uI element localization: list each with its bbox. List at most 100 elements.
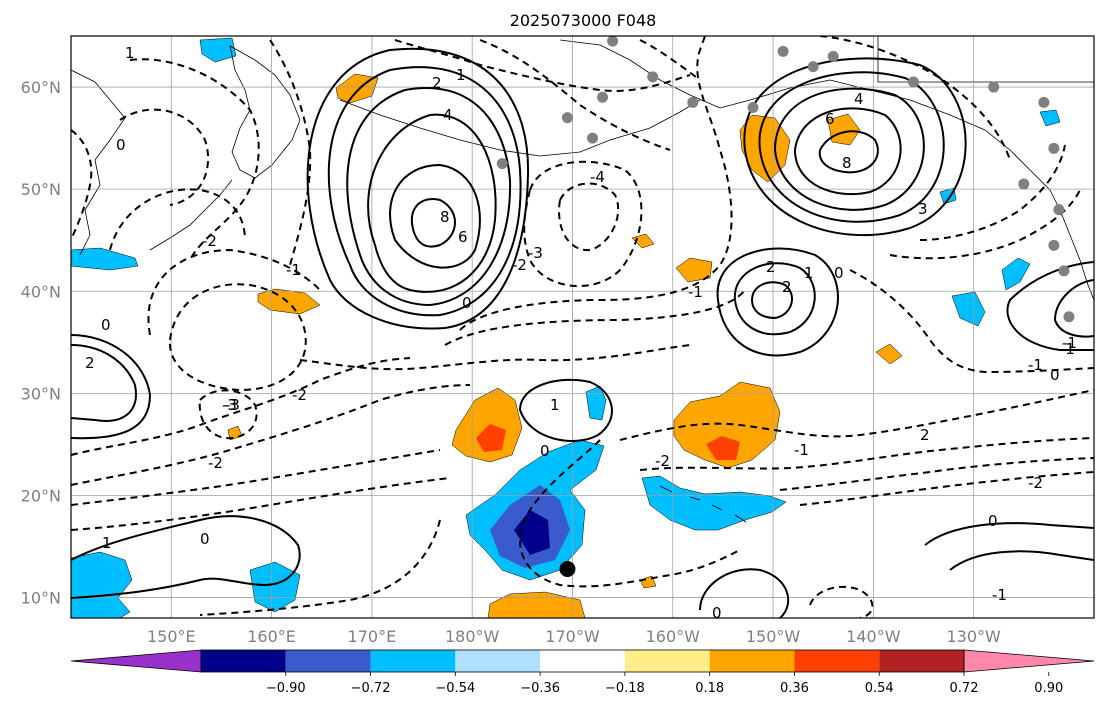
- latitude-label: 10°N: [21, 589, 61, 608]
- contour-positive: [949, 550, 1094, 571]
- contour-label: 2: [432, 74, 442, 92]
- colorbar-tick-label: 0.18: [695, 681, 724, 696]
- shade-red-region: [476, 424, 506, 452]
- station-dot: [777, 45, 789, 57]
- contour-label: -1: [992, 586, 1007, 604]
- map-title: 2025073000 F048: [510, 11, 657, 30]
- colorbar: −0.90 −0.72 −0.54 −0.36 −0.18 0.18 0.36 0.54 0.7…: [70, 649, 1095, 696]
- contour-negative: [558, 182, 620, 252]
- contour-negative: [919, 144, 1066, 241]
- contour-label: 4: [443, 106, 453, 124]
- colorbar-segment: [709, 650, 795, 672]
- contour-positive: [389, 163, 481, 269]
- longitude-label: 170°E: [348, 627, 397, 646]
- station-dot: [807, 61, 819, 73]
- shaded-regions: [71, 37, 1061, 618]
- contour-negative: [459, 36, 733, 331]
- contour-negative: [799, 471, 1094, 506]
- contour-label: -2: [655, 452, 670, 470]
- station-dot: [1048, 239, 1060, 251]
- contour-label: -1: [1062, 334, 1077, 352]
- colorbar-tick-label: −0.36: [520, 681, 560, 696]
- contour-label: 0: [1050, 366, 1060, 384]
- colorbar-extend-low: [70, 649, 202, 673]
- contour-label: -3: [225, 396, 240, 414]
- shade-orange-region: [631, 233, 655, 249]
- contour-positive: [71, 334, 152, 440]
- colorbar-segment: [201, 650, 286, 672]
- latitude-label: 40°N: [21, 282, 61, 301]
- contour-label: 0: [200, 530, 210, 548]
- contour-negative: [444, 289, 746, 346]
- station-dot: [827, 50, 839, 62]
- contour-negative: [479, 39, 671, 151]
- colorbar-tick-label: −0.72: [351, 681, 391, 696]
- colorbar-extend-high: [963, 649, 1095, 673]
- contour-positive: [71, 344, 137, 422]
- contour-label: 0: [462, 294, 472, 312]
- contour-positive: [743, 57, 967, 236]
- contour-label: 0: [712, 604, 722, 622]
- contour-label: 1: [456, 66, 466, 84]
- contour-positive: [1053, 279, 1094, 338]
- contour-negative: [71, 477, 451, 531]
- longitude-label: 180°W: [445, 627, 500, 646]
- coastline-aleutians: [339, 99, 701, 157]
- storm-center-marker: [559, 560, 576, 577]
- contour-negative: [269, 39, 312, 266]
- coastline-asia: [71, 69, 126, 256]
- contour-negative: [168, 283, 307, 392]
- contour-label: -4: [590, 168, 605, 186]
- contour-label: 2: [766, 258, 776, 276]
- colorbar-segment: [540, 650, 625, 672]
- station-dot: [1058, 265, 1070, 277]
- station-dot: [1063, 311, 1075, 323]
- colorbar-tick-label: −0.90: [266, 681, 306, 696]
- shade-cyan-region: [951, 291, 986, 327]
- contour-label: 2: [782, 278, 792, 296]
- contour-negative: [394, 39, 691, 92]
- contour-label: 2: [920, 426, 930, 444]
- contour-label: -2: [1028, 474, 1043, 492]
- contour-negative: [129, 58, 260, 261]
- contour-label-group: 2 4 6 8 1 0 -2 -4 -3 -1 2 1 0 -1 -2 -3 3…: [85, 44, 1077, 622]
- shade-cyan-region: [199, 37, 237, 63]
- contour-label: 1: [125, 44, 135, 62]
- contour-negative: [809, 585, 874, 618]
- colorbar-tick-label: 0.54: [865, 681, 894, 696]
- station-dot: [1053, 204, 1065, 216]
- contour-negative: [819, 36, 1011, 161]
- longitude-label: 140°W: [846, 627, 901, 646]
- contour-negative: [519, 439, 741, 588]
- contour-label: 0: [540, 442, 550, 460]
- shade-cyan-region: [249, 561, 301, 613]
- contour-positive: [818, 130, 879, 174]
- station-dot: [597, 91, 609, 103]
- shade-orange-region: [675, 257, 713, 283]
- colorbar-outline: [200, 649, 965, 673]
- contour-label: 3: [918, 200, 928, 218]
- contour-label: -1: [286, 261, 301, 279]
- contour-label: -1: [1028, 356, 1043, 374]
- longitude-label: 150°E: [147, 627, 196, 646]
- contour-positive: [773, 87, 925, 211]
- station-dot: [561, 112, 573, 124]
- contour-label: 0: [988, 512, 998, 530]
- contour-label: 2: [85, 354, 95, 372]
- contour-negative: [147, 248, 321, 336]
- contour-label: 0: [101, 316, 111, 334]
- contour-positive: [750, 281, 794, 320]
- latitude-labels: 60°N 50°N 40°N 30°N 20°N 10°N: [21, 78, 61, 608]
- contour-label: -2: [292, 386, 307, 404]
- contour-positive: [924, 522, 1094, 546]
- station-dot: [687, 96, 699, 108]
- coastline-canada-border: [877, 36, 1094, 83]
- colorbar-tick-label: −0.18: [605, 681, 645, 696]
- contour-label: 8: [440, 208, 450, 226]
- map-grid: [71, 36, 1094, 618]
- station-dot: [647, 71, 659, 83]
- shade-orange-region: [487, 591, 586, 618]
- contour-negative: [71, 357, 411, 456]
- longitude-label: 130°W: [946, 627, 1001, 646]
